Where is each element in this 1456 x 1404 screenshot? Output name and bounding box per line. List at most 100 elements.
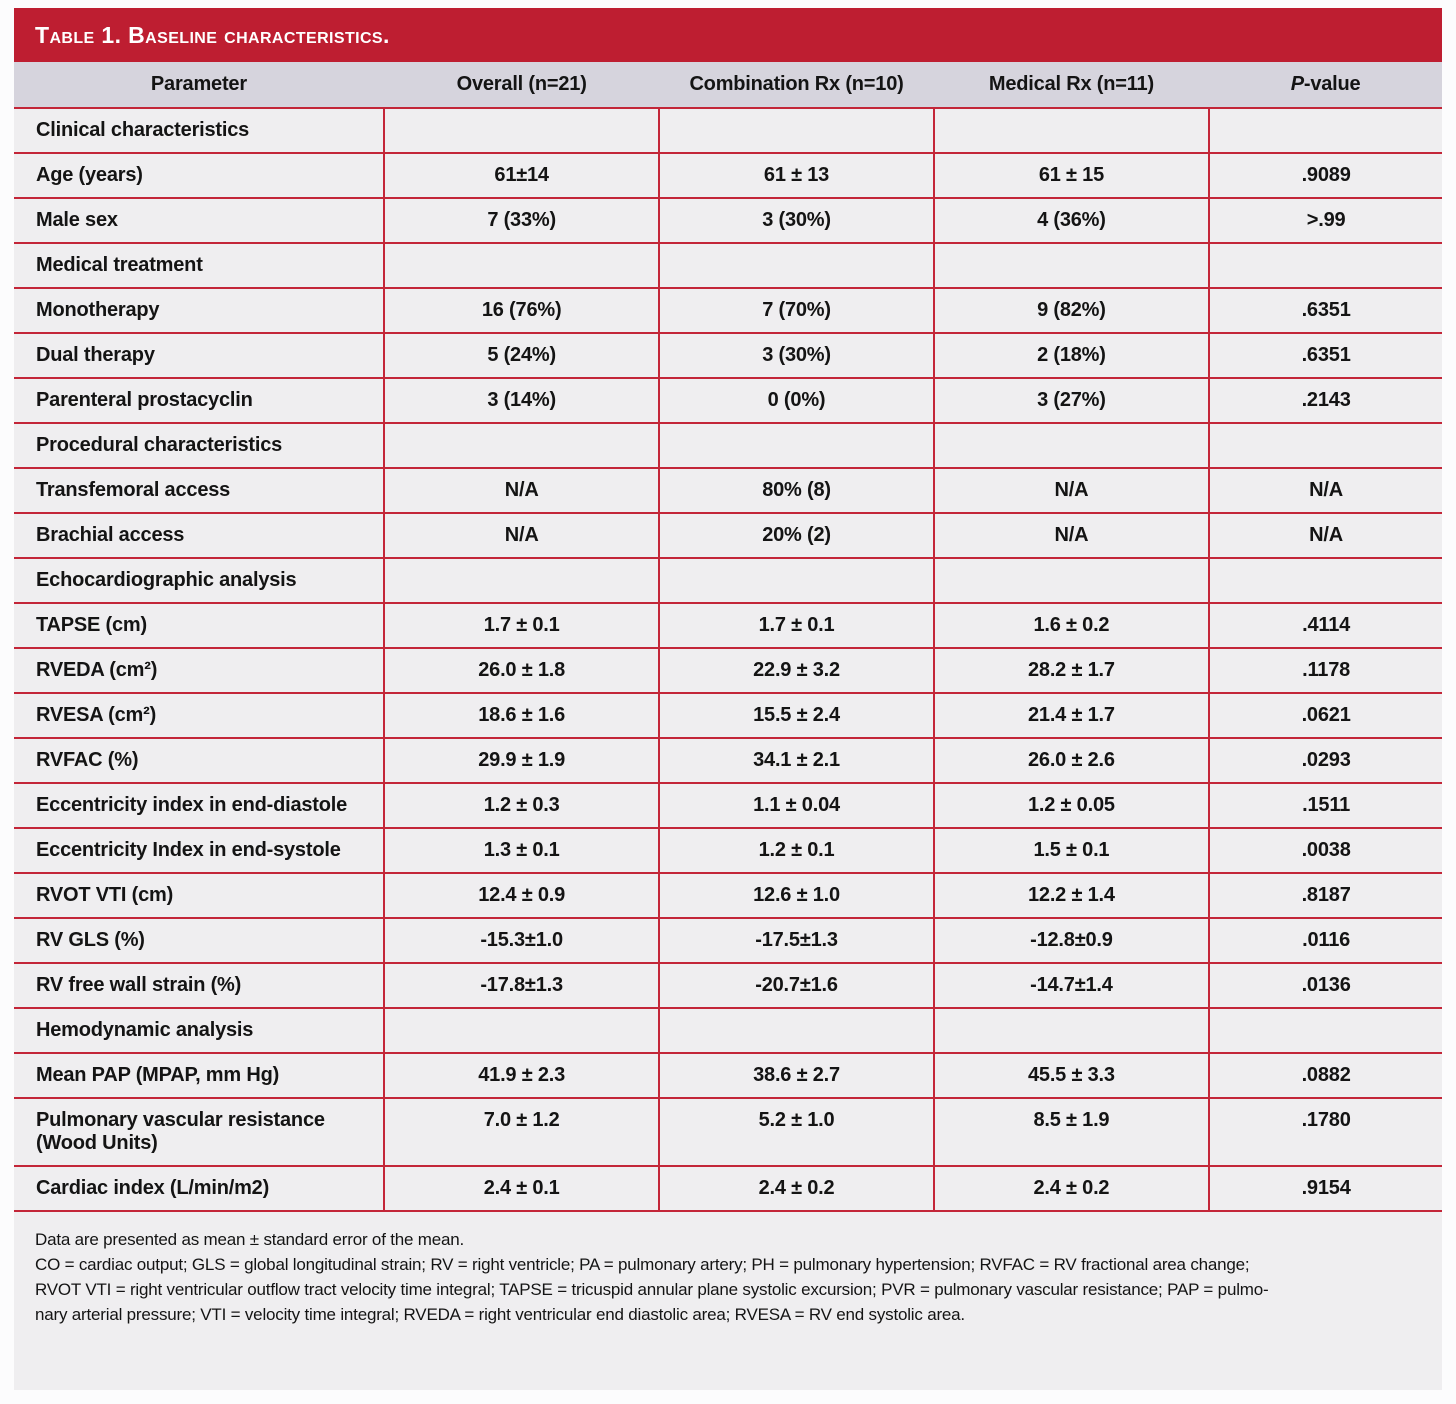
- data-row: Male sex 7 (33%) 3 (30%) 4 (36%) >.99: [14, 197, 1442, 243]
- value-cell: 34.1 ± 2.1: [658, 737, 934, 783]
- data-row: Eccentricity index in end-diastole 1.2 ± …: [14, 782, 1442, 828]
- value-cell: [382, 107, 660, 153]
- data-row: Brachial access N/A 20% (2) N/A N/A: [14, 512, 1442, 558]
- value-cell: -20.7±1.6: [658, 962, 934, 1008]
- baseline-characteristics-table-card: Table 1. Baseline characteristics. Param…: [14, 8, 1442, 1390]
- value-cell: 5 (24%): [382, 332, 660, 378]
- column-header: Overall (n=21): [383, 62, 660, 108]
- column-header: Parameter: [14, 62, 384, 108]
- value-cell: 1.7 ± 0.1: [658, 602, 934, 648]
- value-cell: [382, 557, 660, 603]
- footnote-line: RVOT VTI = right ventricular outflow tra…: [35, 1280, 1269, 1299]
- value-cell: [658, 422, 934, 468]
- value-cell: 22.9 ± 3.2: [658, 647, 934, 693]
- parameter-cell: Age (years): [14, 152, 384, 198]
- value-cell: N/A: [382, 512, 660, 558]
- value-cell: -17.5±1.3: [658, 917, 934, 963]
- value-cell: .0293: [1208, 737, 1442, 783]
- footnote-line: CO = cardiac output; GLS = global longit…: [35, 1255, 1250, 1274]
- value-cell: -12.8±0.9: [932, 917, 1210, 963]
- data-row: RV free wall strain (%) -17.8±1.3 -20.7±1.…: [14, 962, 1442, 1008]
- value-cell: [932, 242, 1210, 288]
- value-cell: [382, 242, 660, 288]
- value-cell: .6351: [1208, 287, 1442, 333]
- value-cell: .2143: [1208, 377, 1442, 423]
- section-row: Echocardiographic analysis: [14, 557, 1442, 603]
- column-header-row: Parameter Overall (n=21) Combination Rx (n…: [14, 62, 1442, 108]
- value-cell: 26.0 ± 1.8: [382, 647, 660, 693]
- column-header: P-value: [1209, 62, 1442, 108]
- value-cell: 3 (27%): [932, 377, 1210, 423]
- value-cell: 1.2 ± 0.3: [382, 782, 660, 828]
- table-title-bar: Table 1. Baseline characteristics.: [14, 8, 1442, 62]
- value-cell: [1208, 1007, 1442, 1053]
- value-cell: [1208, 557, 1442, 603]
- value-cell: 45.5 ± 3.3: [932, 1052, 1210, 1098]
- section-row: Hemodynamic analysis: [14, 1007, 1442, 1053]
- value-cell: 8.5 ± 1.9: [932, 1097, 1210, 1166]
- value-cell: 2.4 ± 0.2: [932, 1165, 1210, 1212]
- data-row: Mean PAP (MPAP, mm Hg) 41.9 ± 2.3 38.6 ± 2…: [14, 1052, 1442, 1098]
- value-cell: 29.9 ± 1.9: [382, 737, 660, 783]
- data-row: Eccentricity Index in end-systole 1.3 ± 0…: [14, 827, 1442, 873]
- parameter-cell: RVOT VTI (cm): [14, 872, 384, 918]
- value-cell: 61 ± 15: [932, 152, 1210, 198]
- value-cell: 1.6 ± 0.2: [932, 602, 1210, 648]
- value-cell: [1208, 422, 1442, 468]
- value-cell: 12.6 ± 1.0: [658, 872, 934, 918]
- value-cell: 3 (30%): [658, 332, 934, 378]
- section-row: Clinical characteristics: [14, 107, 1442, 153]
- value-cell: [1208, 107, 1442, 153]
- value-cell: .0038: [1208, 827, 1442, 873]
- value-cell: 15.5 ± 2.4: [658, 692, 934, 738]
- parameter-cell: RVESA (cm²): [14, 692, 384, 738]
- parameter-cell: Echocardiographic analysis: [14, 557, 384, 603]
- value-cell: 3 (30%): [658, 197, 934, 243]
- value-cell: 9 (82%): [932, 287, 1210, 333]
- value-cell: [658, 107, 934, 153]
- value-cell: [932, 107, 1210, 153]
- value-cell: 38.6 ± 2.7: [658, 1052, 934, 1098]
- value-cell: 21.4 ± 1.7: [932, 692, 1210, 738]
- data-row: RVESA (cm²) 18.6 ± 1.6 15.5 ± 2.4 21.4 ± 1.…: [14, 692, 1442, 738]
- value-cell: [658, 1007, 934, 1053]
- data-row: Age (years) 61±14 61 ± 13 61 ± 15.9089: [14, 152, 1442, 198]
- value-cell: N/A: [932, 512, 1210, 558]
- value-cell: 61 ± 13: [658, 152, 934, 198]
- parameter-cell: Mean PAP (MPAP, mm Hg): [14, 1052, 384, 1098]
- parameter-cell: RV free wall strain (%): [14, 962, 384, 1008]
- parameter-cell: Clinical characteristics: [14, 107, 384, 153]
- value-cell: 7.0 ± 1.2: [382, 1097, 660, 1166]
- value-cell: -15.3±1.0: [382, 917, 660, 963]
- data-row: RVEDA (cm²) 26.0 ± 1.8 22.9 ± 3.2 28.2 ± 1.…: [14, 647, 1442, 693]
- table-footnotes: Data are presented as mean ± standard er…: [14, 1212, 1442, 1327]
- value-cell: .1780: [1208, 1097, 1442, 1166]
- parameter-cell: TAPSE (cm): [14, 602, 384, 648]
- value-cell: >.99: [1208, 197, 1442, 243]
- column-header: Medical Rx (n=11): [933, 62, 1210, 108]
- value-cell: .1511: [1208, 782, 1442, 828]
- data-row: TAPSE (cm) 1.7 ± 0.1 1.7 ± 0.1 1.6 ± 0.2.41…: [14, 602, 1442, 648]
- value-cell: .0136: [1208, 962, 1442, 1008]
- value-cell: N/A: [1208, 467, 1442, 513]
- value-cell: 0 (0%): [658, 377, 934, 423]
- value-cell: 3 (14%): [382, 377, 660, 423]
- value-cell: [932, 422, 1210, 468]
- data-row: Cardiac index (L/min/m2) 2.4 ± 0.1 2.4 ± 0…: [14, 1165, 1442, 1212]
- parameter-cell: Brachial access: [14, 512, 384, 558]
- value-cell: -14.7±1.4: [932, 962, 1210, 1008]
- value-cell: [382, 422, 660, 468]
- table-header: Parameter Overall (n=21) Combination Rx (n…: [14, 62, 1442, 108]
- value-cell: .0116: [1208, 917, 1442, 963]
- value-cell: 1.7 ± 0.1: [382, 602, 660, 648]
- value-cell: 2.4 ± 0.1: [382, 1165, 660, 1212]
- value-cell: -17.8±1.3: [382, 962, 660, 1008]
- parameter-cell: Eccentricity index in end-diastole: [14, 782, 384, 828]
- parameter-cell: Procedural characteristics: [14, 422, 384, 468]
- parameter-cell: Transfemoral access: [14, 467, 384, 513]
- section-row: Medical treatment: [14, 242, 1442, 288]
- value-cell: .1178: [1208, 647, 1442, 693]
- section-row: Procedural characteristics: [14, 422, 1442, 468]
- value-cell: 2 (18%): [932, 332, 1210, 378]
- data-row: RVFAC (%) 29.9 ± 1.9 34.1 ± 2.1 26.0 ± 2.6.…: [14, 737, 1442, 783]
